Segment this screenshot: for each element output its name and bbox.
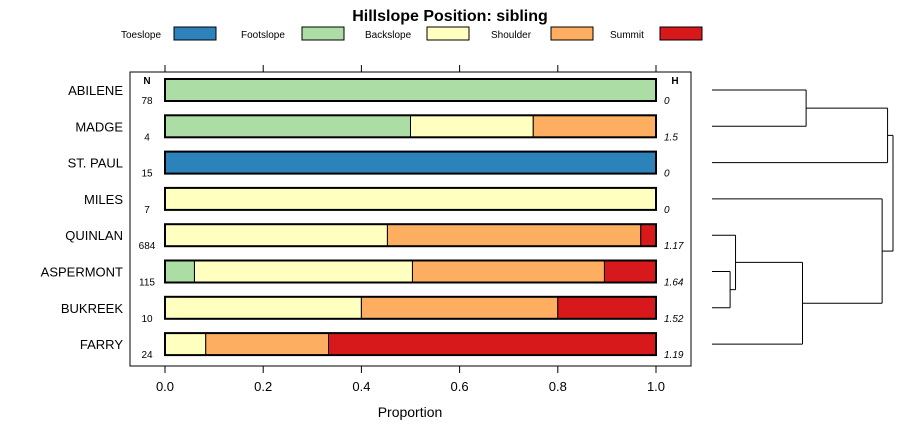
site-label: BUKREEK: [61, 301, 123, 316]
bar-segment-backslope: [164, 223, 388, 247]
bar-segment-shoulder: [205, 332, 330, 356]
legend-label-toeslope: Toeslope: [121, 30, 161, 41]
n-value: 684: [139, 241, 156, 252]
n-value: 7: [144, 205, 150, 216]
n-value: 24: [141, 350, 153, 361]
x-tick-label: 0.0: [156, 379, 174, 394]
bar-outline: [164, 78, 657, 102]
bar-outline: [164, 114, 657, 139]
n-value: 10: [141, 314, 153, 325]
row-labels: ABILENE 78 0 MADGE 4 1.5 ST. PAUL 15 0 MILES 7 0 QUI…: [41, 83, 684, 361]
bar-outline: [164, 223, 657, 248]
legend-swatch-summit: [659, 26, 703, 41]
n-header: N: [143, 76, 150, 87]
bar-segment-summit: [557, 296, 657, 320]
x-tick-label: 0.8: [549, 379, 567, 394]
x-axis-title: Proportion: [378, 404, 443, 420]
plot-frame: [129, 71, 692, 367]
site-label: FARRY: [80, 337, 123, 352]
x-tick-label: 1.0: [647, 379, 665, 394]
bar-segment-summit: [328, 332, 657, 356]
legend-label-summit: Summit: [610, 30, 644, 41]
x-tick-label: 0.4: [352, 379, 370, 394]
h-value: 0: [664, 205, 670, 216]
bar-segment-backslope: [410, 114, 534, 138]
bar-segment-toeslope: [164, 151, 657, 175]
site-label: MILES: [84, 192, 123, 207]
bars-group: [164, 78, 657, 357]
dendrogram: [712, 89, 894, 345]
bar-outline: [164, 332, 657, 357]
legend-swatch-backslope: [426, 26, 470, 41]
h-value: 0: [664, 96, 670, 107]
site-label: MADGE: [75, 119, 123, 134]
bar-segment-shoulder: [532, 114, 657, 138]
h-value: 1.64: [664, 278, 684, 289]
n-value: 15: [141, 169, 153, 180]
h-value: 1.52: [664, 314, 684, 325]
legend-label-footslope: Footslope: [241, 30, 285, 41]
bar-segment-footslope: [164, 78, 657, 102]
n-value: 4: [144, 132, 150, 143]
bar-segment-shoulder: [386, 223, 642, 247]
bar-segment-footslope: [164, 260, 195, 283]
bar-segment-backslope: [164, 332, 207, 356]
top-axis-ticks: [164, 65, 657, 72]
bar-segment-backslope: [164, 187, 657, 211]
bar-segment-shoulder: [411, 260, 605, 283]
legend: Toeslope Footslope Backslope Shoulder Summit: [121, 26, 703, 41]
bar-segment-summit: [640, 223, 657, 247]
legend-swatch-footslope: [301, 26, 345, 41]
bar-segment-backslope: [164, 296, 362, 320]
bar-segment-shoulder: [360, 296, 559, 320]
bar-segment-summit: [603, 260, 657, 283]
x-axis: 0.0 0.2 0.4 0.6 0.8 1.0: [156, 366, 665, 394]
h-header: H: [671, 76, 678, 87]
h-value: 1.17: [664, 241, 684, 252]
h-value: 1.5: [664, 132, 678, 143]
bar-outline: [164, 150, 657, 175]
bar-outline: [164, 295, 657, 320]
bar-segment-footslope: [164, 114, 411, 138]
site-label: ST. PAUL: [68, 156, 123, 171]
legend-swatch-shoulder: [550, 26, 594, 41]
legend-swatch-toeslope: [173, 26, 217, 41]
bar-outline: [164, 186, 657, 211]
site-label: QUINLAN: [65, 228, 123, 243]
legend-label-shoulder: Shoulder: [491, 30, 532, 41]
site-label: ASPERMONT: [41, 265, 123, 280]
h-value: 1.19: [664, 350, 684, 361]
bar-segment-backslope: [193, 260, 413, 283]
h-value: 0: [664, 169, 670, 180]
x-tick-label: 0.6: [451, 379, 469, 394]
n-value: 78: [141, 96, 153, 107]
n-value: 115: [139, 278, 155, 289]
legend-label-backslope: Backslope: [365, 30, 412, 41]
chart-title: Hillslope Position: sibling: [352, 8, 548, 25]
bar-outline: [164, 259, 657, 284]
site-label: ABILENE: [68, 83, 123, 98]
x-tick-label: 0.2: [254, 379, 272, 394]
